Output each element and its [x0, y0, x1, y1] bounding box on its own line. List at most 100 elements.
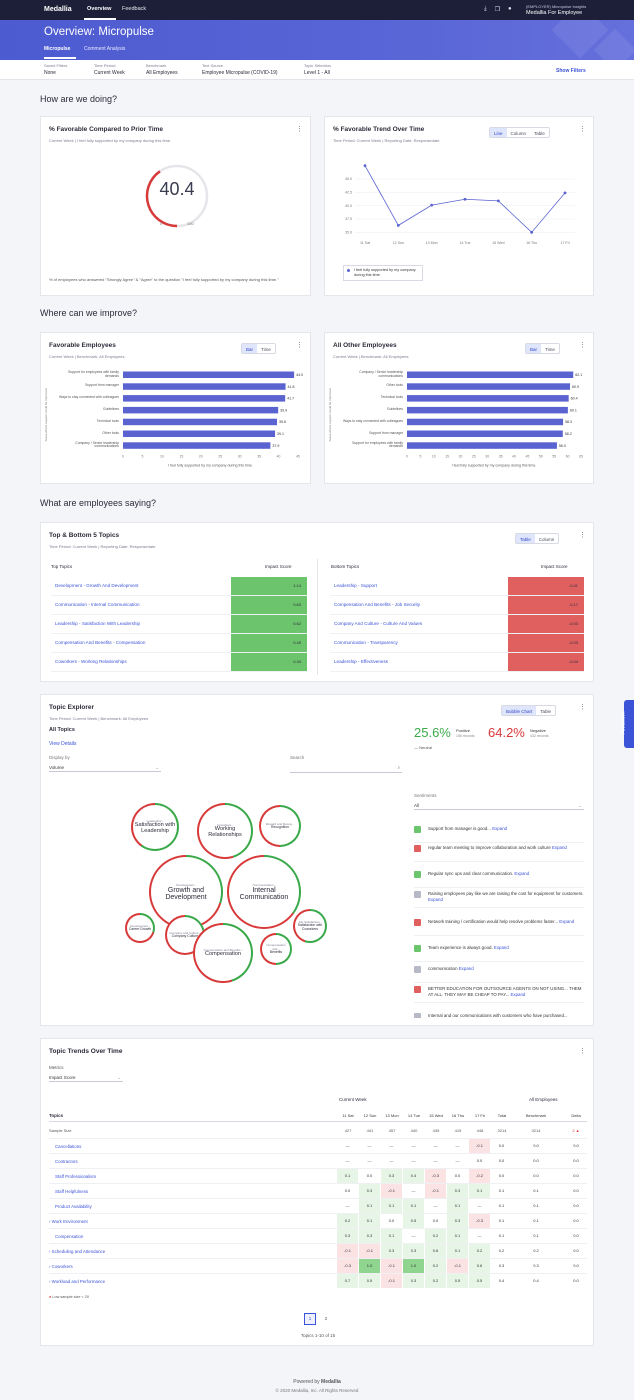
toggle-column[interactable]: Column: [510, 131, 527, 136]
top-topic-link[interactable]: Leadership - Satisfaction With Leadershi…: [55, 621, 141, 626]
topic-row-link[interactable]: Product Availability: [55, 1204, 92, 1209]
more-menu-icon[interactable]: ⋮: [579, 342, 586, 349]
metrics-select[interactable]: Impact Score ⌄: [49, 1075, 123, 1082]
topic-row-link[interactable]: › Scheduling and Attendance: [49, 1249, 106, 1254]
view-details-link[interactable]: View Details: [49, 741, 77, 747]
topic-bubble[interactable]: Communication - Internal Communication: [227, 855, 301, 929]
bar[interactable]: [123, 395, 286, 402]
nav-overview[interactable]: Overview: [87, 6, 112, 12]
expand-link[interactable]: Expand: [551, 845, 567, 850]
bar[interactable]: [407, 442, 557, 449]
feedback-tab[interactable]: Feedback: [621, 700, 634, 748]
data-point[interactable]: [496, 199, 500, 203]
bottom-topic-link[interactable]: Communication - Transparency: [334, 640, 398, 645]
bar[interactable]: [123, 430, 276, 438]
toggle-table[interactable]: Table: [534, 131, 545, 136]
expand-link[interactable]: Expand: [458, 966, 474, 971]
medallia-logo[interactable]: Medallia: [44, 6, 72, 13]
user-icon[interactable]: ●: [508, 6, 512, 12]
bookmark-icon[interactable]: ❐: [494, 7, 501, 13]
bar[interactable]: [407, 430, 563, 438]
topic-bubble[interactable]: Development - Career Growth: [125, 913, 155, 943]
tab-micropulse[interactable]: Micropulse: [44, 46, 71, 52]
bar[interactable]: [407, 371, 574, 379]
expand-link[interactable]: Expand: [559, 919, 575, 924]
toggle-bubble-chart[interactable]: Bubble Chart: [502, 706, 537, 715]
toggle-column[interactable]: Column: [538, 537, 555, 542]
more-menu-icon[interactable]: ⋮: [579, 1048, 586, 1055]
top-topic-link[interactable]: Development - Growth And Development: [55, 583, 139, 588]
toggle-bar[interactable]: Bar: [526, 344, 542, 353]
data-point[interactable]: [396, 224, 400, 227]
bar[interactable]: [123, 418, 277, 426]
filter-topic-selection[interactable]: Topic Selection Level 1 - All: [304, 63, 331, 76]
nav-feedback[interactable]: Feedback: [122, 6, 147, 12]
topic-row-link[interactable]: Compensation: [55, 1234, 84, 1239]
bar[interactable]: [407, 383, 571, 390]
sentiments-select[interactable]: All ⌄: [414, 803, 584, 810]
download-icon[interactable]: ⤓: [484, 6, 487, 12]
more-menu-icon[interactable]: ⋮: [296, 342, 303, 349]
expand-link[interactable]: Expand: [514, 871, 530, 876]
filter-benchmark[interactable]: Benchmark All Employees: [146, 63, 178, 76]
search-input[interactable]: ⌕: [290, 765, 402, 773]
toggle-time[interactable]: Time: [545, 347, 555, 352]
account-company[interactable]: (EMPLOYER) Micropulse Insights: [526, 4, 587, 9]
data-point[interactable]: [530, 230, 534, 234]
topic-bubble[interactable]: Job Satisfaction - Satisfaction with Cowo…: [293, 909, 327, 943]
bar[interactable]: [123, 371, 295, 379]
data-point[interactable]: [363, 164, 367, 168]
topic-row-link[interactable]: › Workload and Performance: [49, 1279, 106, 1284]
tab-comment-analysis[interactable]: Comment Analysis: [84, 46, 126, 52]
topic-bubble[interactable]: Compensation and Benefits - Compensation: [193, 923, 253, 983]
more-menu-icon[interactable]: ⋮: [579, 704, 586, 711]
bottom-topic-link[interactable]: Leadership - Effectiveness: [334, 659, 389, 664]
bar[interactable]: [407, 418, 564, 426]
more-menu-icon[interactable]: ⋮: [579, 126, 586, 133]
expand-link[interactable]: Expand: [510, 992, 526, 997]
topic-row-link[interactable]: Cancellations: [55, 1144, 82, 1149]
display-by-select[interactable]: Volume ⌄: [49, 765, 161, 772]
more-menu-icon[interactable]: ⋮: [296, 126, 303, 133]
bar[interactable]: [123, 442, 271, 449]
expand-link[interactable]: Expand: [493, 945, 509, 950]
data-point[interactable]: [463, 197, 467, 201]
bar[interactable]: [123, 383, 286, 390]
topic-row-link[interactable]: Staff Helpfulness: [55, 1189, 89, 1194]
expand-link[interactable]: Expand: [492, 826, 508, 831]
page-2-button[interactable]: 2: [324, 1316, 328, 1321]
filter-saved[interactable]: Saved Filters None: [44, 63, 67, 76]
account-name[interactable]: Medallia For Employee: [526, 10, 583, 16]
toggle-bar[interactable]: Bar: [242, 344, 258, 353]
expand-link[interactable]: Expand: [428, 897, 443, 902]
toggle-time[interactable]: Time: [261, 347, 271, 352]
top-topic-link[interactable]: Communication - Internal Communication: [55, 602, 140, 607]
topic-bubble[interactable]: Coworkers - Working Relationships: [197, 803, 253, 859]
bottom-topic-link[interactable]: Compensation And Benefits - Job Security: [334, 602, 421, 607]
trend-cell: 0.3: [533, 1263, 539, 1268]
toggle-table[interactable]: Table: [516, 534, 535, 543]
bottom-topic-link[interactable]: Company And Culture - Culture And Values: [334, 621, 423, 626]
top-topic-link[interactable]: Coworkers - Working Relationships: [55, 659, 127, 664]
bar[interactable]: [407, 406, 568, 414]
topic-row-link[interactable]: › Work Environment: [49, 1219, 88, 1224]
data-point[interactable]: [563, 191, 567, 195]
filter-text-source[interactable]: Text Source Employee Micropulse (COVID-19…: [202, 63, 278, 76]
topic-row-link[interactable]: Contractors: [55, 1159, 78, 1164]
filter-time-period[interactable]: Time Period Current Week: [94, 63, 125, 76]
top-topic-link[interactable]: Compensation And Benefits - Compensation: [55, 640, 146, 645]
topic-bubble[interactable]: Compensation and... Benefits: [260, 933, 292, 965]
bar[interactable]: [407, 395, 569, 402]
bottom-topic-link[interactable]: Leadership - Support: [334, 583, 377, 588]
toggle-line[interactable]: Line: [490, 128, 507, 137]
topic-bubble[interactable]: Reward and Recog... Recognition: [259, 805, 301, 847]
bar[interactable]: [123, 406, 279, 414]
toggle-table[interactable]: Table: [540, 709, 552, 714]
show-filters-link[interactable]: Show Filters: [556, 68, 586, 74]
topic-bubble[interactable]: Leadership - Satisfaction with Leadership: [131, 803, 179, 851]
data-point[interactable]: [430, 203, 434, 207]
more-menu-icon[interactable]: ⋮: [579, 532, 586, 539]
topic-row-link[interactable]: › Coworkers: [49, 1264, 73, 1269]
page-1-button[interactable]: 1: [304, 1313, 316, 1325]
topic-row-link[interactable]: Staff Professionalism: [55, 1174, 97, 1179]
